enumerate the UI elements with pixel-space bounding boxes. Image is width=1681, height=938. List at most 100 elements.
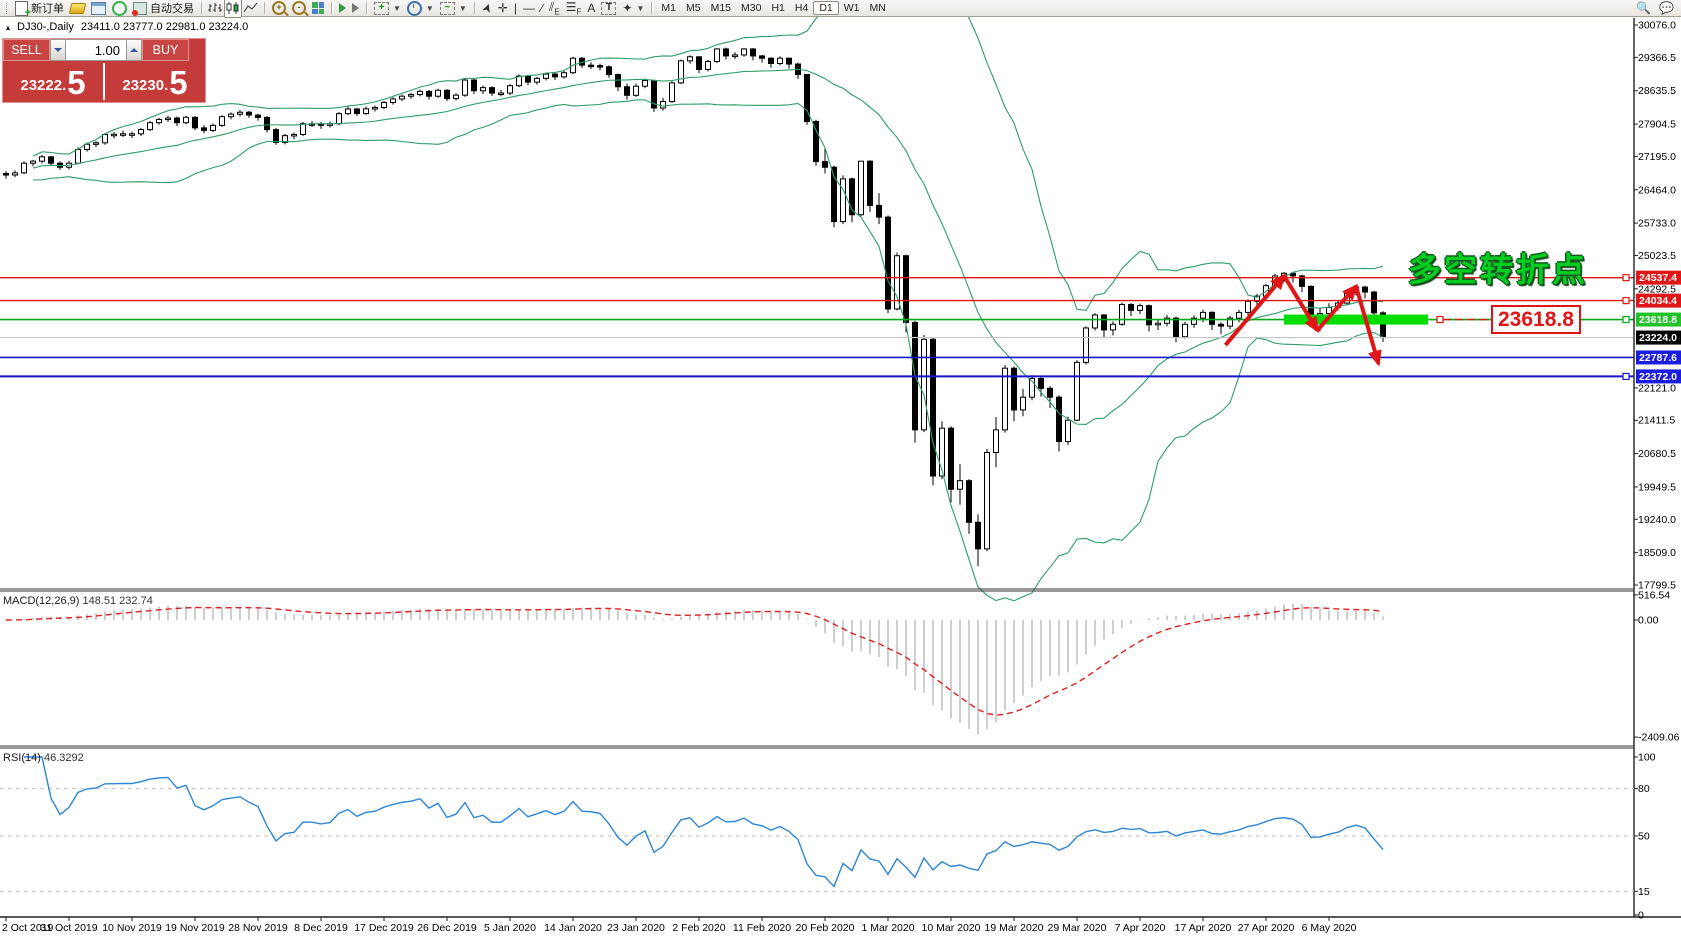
volume-increase-button[interactable]	[126, 39, 142, 61]
level-price-label[interactable]: 23618.8	[1491, 305, 1581, 334]
svg-text:22121.0: 22121.0	[1638, 382, 1676, 394]
svg-text:23224.0: 23224.0	[1639, 332, 1677, 344]
tile-windows-button[interactable]	[309, 1, 327, 16]
indicators-button[interactable]: + ▼	[371, 1, 404, 16]
price-lines-layer	[0, 274, 1634, 381]
svg-text:22787.6: 22787.6	[1639, 352, 1677, 364]
periods-button[interactable]: ▼	[404, 0, 437, 16]
toolbox-button[interactable]	[67, 1, 88, 16]
timeframe-group: M1 M5 M15 M30 H1 H4 D1 W1 MN	[656, 1, 890, 15]
toolbar-separator	[201, 2, 202, 14]
cursor-icon: ➤	[478, 0, 496, 16]
spinner-down-icon	[54, 48, 62, 52]
svg-text:7 Apr 2020: 7 Apr 2020	[1115, 922, 1166, 934]
candles-layer	[3, 47, 1386, 567]
zoom-in-button[interactable]: +	[269, 1, 289, 16]
new-order-button[interactable]: 新订单	[12, 0, 67, 19]
zigzag-annotation	[1223, 273, 1489, 367]
navigator-button[interactable]	[109, 0, 130, 16]
auto-scroll-button[interactable]	[336, 1, 349, 16]
bar-chart-icon	[208, 3, 222, 12]
timeframe-W1[interactable]: W1	[843, 2, 860, 14]
timeframe-D1[interactable]: D1	[813, 1, 839, 15]
buy-price-frac: 5	[169, 64, 188, 101]
toolbar-grip[interactable]	[6, 2, 9, 14]
bollinger-bands-layer	[32, 0, 1384, 602]
svg-text:0.00: 0.00	[1638, 615, 1659, 627]
label-tool-button[interactable]: T	[598, 1, 619, 16]
timeframe-M30[interactable]: M30	[741, 2, 762, 14]
buy-button[interactable]: BUY	[142, 39, 189, 61]
candlestick-chart-icon	[226, 2, 239, 14]
svg-text:24292.5: 24292.5	[1638, 283, 1676, 295]
svg-text:22372.0: 22372.0	[1639, 371, 1677, 383]
periods-clock-icon	[406, 0, 422, 16]
turning-point-annotation[interactable]: 多空转折点	[1408, 251, 1588, 288]
chat-icon[interactable]: 💬	[1659, 1, 1674, 15]
svg-text:25023.5: 25023.5	[1638, 250, 1676, 262]
timeframe-MN[interactable]: MN	[869, 2, 886, 14]
support-band	[1284, 314, 1428, 325]
volume-input[interactable]	[66, 39, 126, 61]
zoom-out-button[interactable]: -	[289, 1, 309, 16]
vertical-line-tool-button[interactable]: |	[511, 1, 520, 16]
autotrading-button[interactable]: 自动交易	[130, 1, 197, 16]
arrows-tool-button[interactable]: ✦ ▼	[619, 1, 647, 16]
timeframe-M1[interactable]: M1	[661, 2, 676, 14]
svg-text:24034.4: 24034.4	[1639, 295, 1677, 307]
sell-button[interactable]: SELL	[3, 39, 50, 61]
svg-text:50: 50	[1638, 831, 1650, 843]
svg-text:29 Mar 2020: 29 Mar 2020	[1048, 922, 1107, 934]
candlestick-chart-button[interactable]	[224, 0, 242, 18]
fibonacci-tool-button[interactable]: ☰F	[563, 0, 585, 17]
channel-tool-button[interactable]: ⫽E	[546, 0, 563, 16]
line-chart-button[interactable]	[242, 0, 260, 18]
buy-price[interactable]: 23230. 5	[105, 61, 205, 102]
arrows-icon: ✦	[622, 1, 633, 15]
sell-price[interactable]: 23222. 5	[3, 61, 103, 102]
cursor-tool-button[interactable]: ➤	[478, 0, 496, 16]
svg-text:100: 100	[1638, 752, 1656, 764]
price-divider	[103, 63, 105, 100]
svg-text:17 Dec 2019: 17 Dec 2019	[354, 922, 414, 934]
templates-button[interactable]: ~ ▼	[437, 1, 470, 16]
search-icon[interactable]: 🔍	[1636, 1, 1652, 15]
timeframe-M5[interactable]: M5	[685, 2, 701, 14]
volume-decrease-button[interactable]	[50, 39, 66, 61]
svg-text:8 Dec 2019: 8 Dec 2019	[294, 922, 348, 934]
market-watch-button[interactable]	[88, 1, 109, 16]
fibonacci-icon: ☰F	[565, 0, 582, 17]
dropdown-caret-icon: ▼	[636, 3, 645, 13]
svg-text:80: 80	[1638, 783, 1650, 795]
crosshair-tool-button[interactable]: ✛	[495, 1, 511, 16]
timeframe-M15[interactable]: M15	[710, 2, 732, 14]
trendline-tool-button[interactable]: ∕	[538, 1, 546, 16]
autotrading-icon	[132, 1, 147, 16]
timeframe-H1[interactable]: H1	[771, 2, 785, 14]
toolbar-separator	[366, 2, 367, 14]
svg-text:20680.5: 20680.5	[1638, 448, 1676, 460]
chart-shift-button[interactable]	[349, 1, 362, 16]
svg-text:26464.0: 26464.0	[1638, 184, 1676, 196]
dropdown-caret-icon: ▼	[425, 3, 434, 13]
vertical-line-icon: |	[513, 1, 518, 15]
macd-panel	[5, 594, 1638, 738]
timeframe-H4[interactable]: H4	[794, 2, 809, 14]
svg-text:2 Oct 2019: 2 Oct 2019	[2, 922, 54, 934]
autotrading-label: 自动交易	[150, 3, 194, 15]
text-tool-button[interactable]: A	[584, 1, 598, 16]
main-toolbar: 新订单 自动交易 + - +▼ ▼ ~▼ ➤ ✛ | —	[0, 0, 1681, 19]
templates-icon: ~	[439, 1, 455, 15]
toolbox-icon	[68, 2, 87, 14]
svg-text:15: 15	[1638, 886, 1650, 898]
zoom-in-icon: +	[272, 1, 286, 15]
toolbar-separator	[651, 2, 653, 14]
svg-text:14 Jan 2020: 14 Jan 2020	[544, 922, 602, 934]
horizontal-line-tool-button[interactable]: —	[520, 1, 538, 16]
sell-price-main: 23222	[20, 77, 63, 94]
bar-chart-button[interactable]	[206, 0, 224, 18]
buy-price-main: 23230	[122, 77, 165, 94]
one-click-collapse-icon[interactable]: ▴	[6, 22, 11, 32]
svg-text:2 Feb 2020: 2 Feb 2020	[672, 922, 725, 934]
